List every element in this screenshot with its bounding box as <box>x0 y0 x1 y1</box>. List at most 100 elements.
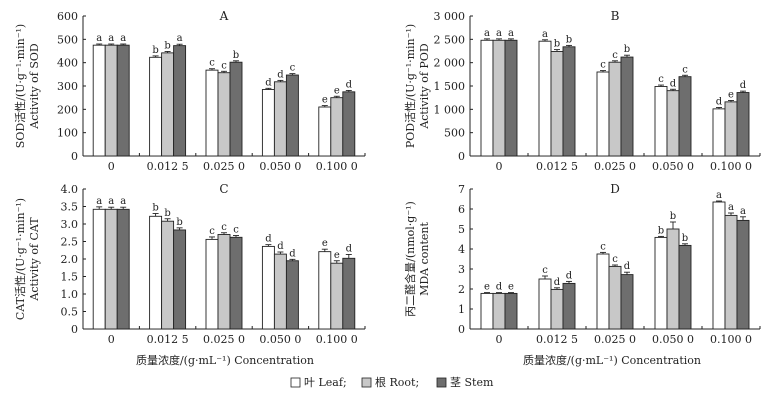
x-tick-label: 0.050 0 <box>652 160 694 173</box>
y-axis-title-en: Activity of CAT <box>28 217 41 302</box>
significance-letter: e <box>484 282 490 293</box>
bar-root <box>330 262 344 330</box>
y-tick-label: 0 <box>458 150 465 163</box>
significance-letter: d <box>346 243 353 254</box>
y-tick-label: 1.0 <box>61 288 79 301</box>
significance-letter: b <box>164 208 170 219</box>
bar-root <box>273 253 287 330</box>
legend: 叶 Leaf; 根 Root; 茎 Stem <box>290 375 494 389</box>
bar-stem <box>620 56 634 157</box>
bar-root <box>492 292 506 330</box>
bar-stem <box>620 274 634 330</box>
bar-leaf <box>92 208 106 330</box>
bar-leaf <box>205 69 219 157</box>
bar-stem <box>678 76 692 157</box>
significance-letter: c <box>658 74 664 85</box>
bar-leaf <box>596 253 610 330</box>
y-tick-label: 4 <box>458 243 465 256</box>
significance-letter: a <box>508 28 514 39</box>
y-tick-label: 2 500 <box>434 33 466 46</box>
y-tick-label: 5 <box>458 223 465 236</box>
y-axis-title-cn: POD活性/(U·g⁻¹·min⁻¹) <box>403 24 417 148</box>
bar-leaf <box>712 108 726 157</box>
significance-letter: b <box>624 44 630 55</box>
significance-letter: c <box>682 64 688 75</box>
significance-letter: d <box>554 277 561 288</box>
significance-letter: c <box>209 226 215 237</box>
y-tick-label: 1.5 <box>61 271 79 284</box>
bar-stem <box>229 61 243 157</box>
significance-letter: c <box>221 222 227 233</box>
significance-letter: b <box>176 217 182 228</box>
x-tick-label: 0 <box>108 160 115 173</box>
y-tick-label: 6 <box>458 203 465 216</box>
bar-root <box>104 208 118 330</box>
panel-title: A <box>219 9 229 23</box>
y-tick-label: 4.0 <box>61 183 79 196</box>
bar-root <box>217 234 231 330</box>
significance-letter: a <box>96 196 102 207</box>
legend-label-leaf: 叶 Leaf; <box>304 376 347 389</box>
significance-letter: b <box>152 45 158 56</box>
x-tick-label: 0 <box>108 333 115 346</box>
x-tick-label: 0.012 5 <box>536 160 578 173</box>
panel-A: 0 100 200 300 400 500 600 A SOD活性/(U·g⁻¹·min⁻¹) A… <box>13 9 366 173</box>
bar-leaf <box>654 86 668 157</box>
bar-leaf <box>596 71 610 157</box>
x-tick-label: 0.100 0 <box>710 160 752 173</box>
significance-letter: a <box>96 33 102 44</box>
bar-root <box>273 81 287 157</box>
y-axis-title-en: Activity of POD <box>418 43 431 130</box>
bar-stem <box>342 91 356 157</box>
y-tick-label: 100 <box>57 127 78 140</box>
panel-title: B <box>611 9 620 23</box>
bar-leaf <box>538 40 552 157</box>
x-tick-label: 0.012 5 <box>147 160 189 173</box>
significance-letter: a <box>728 202 734 213</box>
bar-root <box>217 72 231 157</box>
x-tick-label: 0.025 0 <box>203 333 245 346</box>
y-axis-title-cn: CAT活性/(U·g⁻¹·min⁻¹) <box>13 198 27 320</box>
x-tick-label: 0.012 5 <box>147 333 189 346</box>
x-tick-label: 0 <box>496 160 503 173</box>
bar-stem <box>116 208 130 330</box>
significance-letter: d <box>624 261 631 272</box>
bar-leaf <box>538 278 552 330</box>
bar-leaf <box>92 44 106 157</box>
significance-letter: a <box>120 33 126 44</box>
xlabel-right: 质量浓度/(g·mL⁻¹) Concentration <box>523 353 701 367</box>
bar-root <box>550 288 564 330</box>
significance-letter: d <box>277 241 284 252</box>
y-axis-title-cn: SOD活性/(U·g⁻¹·min⁻¹) <box>13 24 27 148</box>
bar-leaf <box>712 201 726 330</box>
bar-leaf <box>149 215 163 330</box>
y-tick-label: 0 <box>458 323 465 336</box>
significance-letter: a <box>542 29 548 40</box>
xlabel-left: 质量浓度/(g·mL⁻¹) Concentration <box>136 353 314 367</box>
y-tick-label: 2.5 <box>61 236 79 249</box>
bar-leaf <box>205 238 219 330</box>
y-tick-label: 300 <box>57 80 78 93</box>
bar-root <box>330 97 344 157</box>
significance-letter: d <box>716 96 723 107</box>
significance-letter: d <box>740 80 747 91</box>
significance-letter: a <box>120 196 126 207</box>
significance-letter: d <box>265 77 272 88</box>
significance-letter: a <box>716 190 722 201</box>
significance-letter: a <box>108 196 114 207</box>
bar-root <box>608 61 622 157</box>
y-tick-label: 1 <box>458 303 465 316</box>
bar-stem <box>504 292 518 330</box>
y-tick-label: 600 <box>57 10 78 23</box>
significance-letter: b <box>554 39 560 50</box>
bar-leaf <box>654 236 668 330</box>
x-tick-label: 0 <box>496 333 503 346</box>
significance-letter: b <box>658 225 664 236</box>
significance-letter: c <box>209 58 215 69</box>
bar-stem <box>342 257 356 330</box>
significance-letter: d <box>277 69 284 80</box>
y-axis-title-en: MDA content <box>418 222 431 296</box>
y-tick-label: 500 <box>444 127 465 140</box>
